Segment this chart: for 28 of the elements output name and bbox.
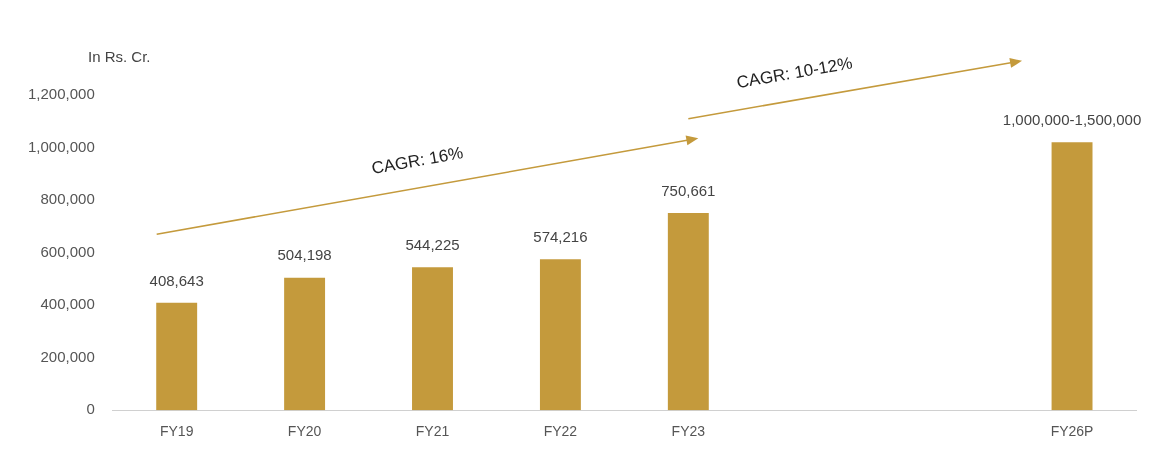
bar (539, 259, 581, 411)
y-tick-label: 600,000 (40, 242, 95, 260)
y-axis-title: In Rs. Cr. (88, 47, 151, 65)
x-tick-label: FY22 (543, 423, 578, 440)
y-tick-label: 200,000 (40, 347, 95, 365)
data-label: 750,661 (661, 181, 716, 199)
x-tick-label: FY21 (415, 423, 450, 440)
data-label: 1,000,000-1,500,000 (1002, 110, 1142, 128)
y-tick-label: 1,000,000 (28, 137, 95, 155)
bar (156, 302, 198, 411)
bar (1051, 142, 1093, 411)
bar (284, 277, 326, 411)
y-tick-label: 400,000 (40, 295, 95, 313)
x-tick-label: FY20 (287, 423, 322, 440)
annotation: CAGR: 16% (370, 143, 465, 179)
bar (667, 213, 709, 411)
data-label: 574,216 (533, 228, 588, 246)
x-tick-label: FY19 (159, 423, 194, 440)
text: CAGR: 10-12% (735, 53, 854, 93)
x-tick-label: FY23 (671, 423, 706, 440)
x-tick-label: FY26P (1050, 423, 1094, 440)
y-tick-label: 800,000 (40, 190, 95, 208)
data-label: 408,643 (149, 271, 204, 289)
data-label: 504,198 (277, 246, 332, 264)
bar (412, 267, 453, 411)
y-tick-label: 0 (86, 400, 95, 418)
data-label: 544,225 (405, 235, 460, 253)
y-tick-label: 1,200,000 (28, 85, 95, 103)
